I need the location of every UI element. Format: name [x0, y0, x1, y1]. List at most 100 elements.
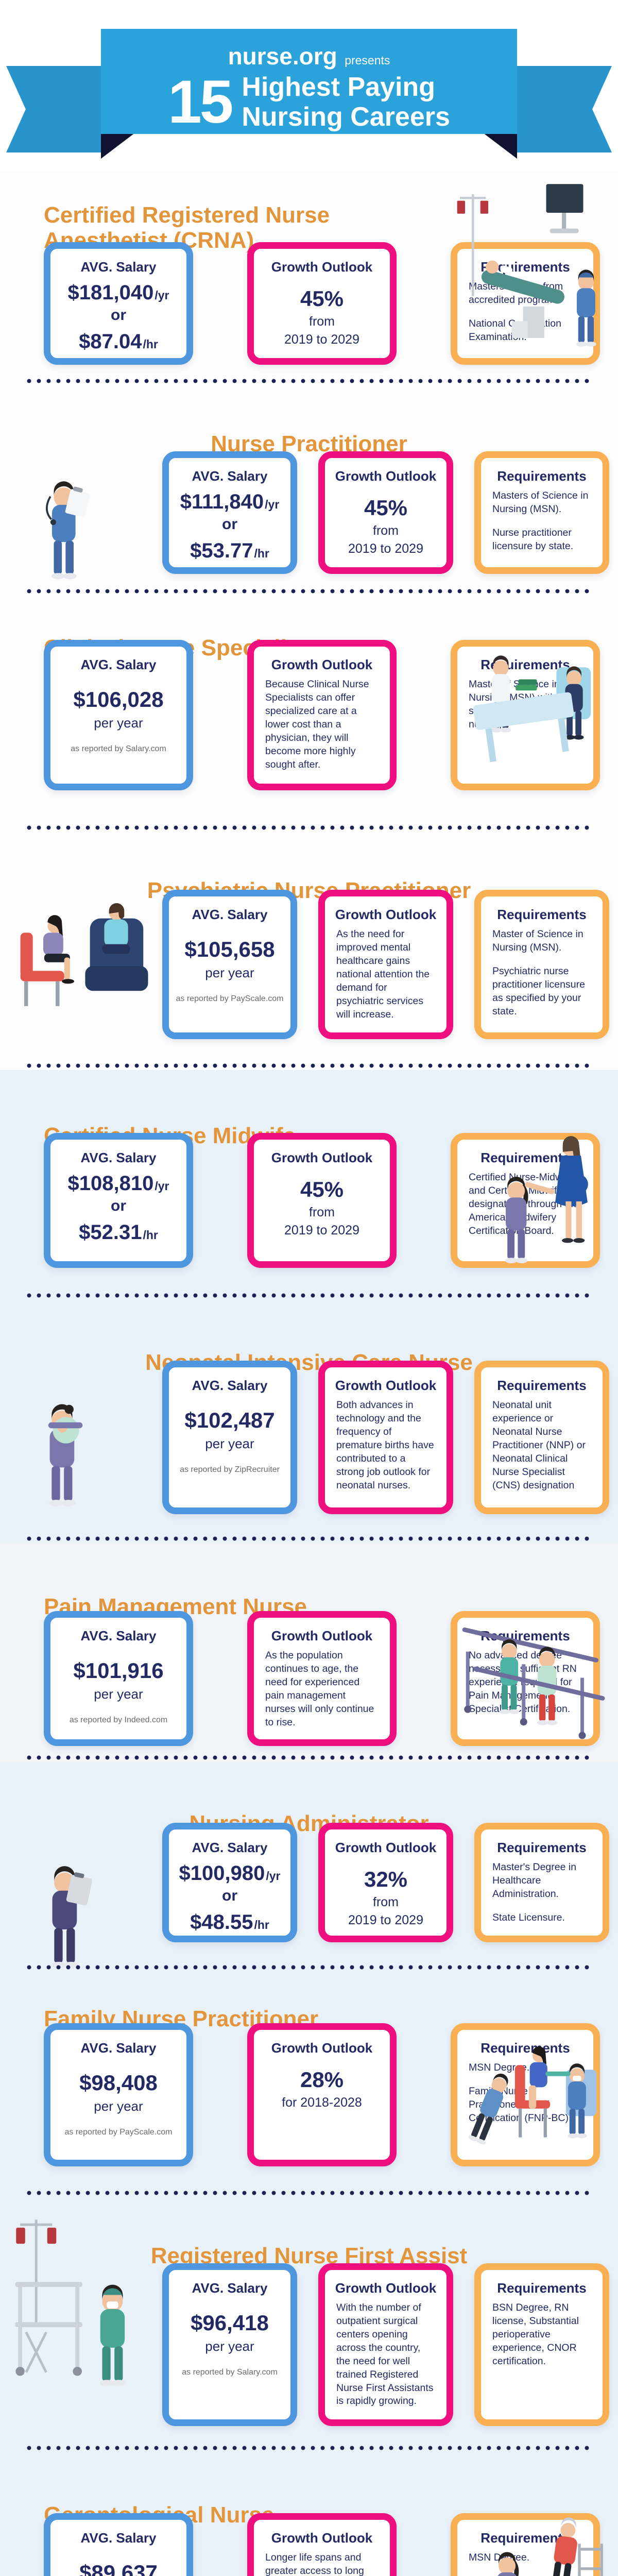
growth-outlook-heading: Growth Outlook	[335, 907, 437, 922]
salary-source-note: as reported by Salary.com	[71, 744, 166, 753]
salary-hourly: $87.04 /hr	[50, 330, 186, 353]
growth-outlook-card: Growth Outlook As the population continu…	[247, 1611, 397, 1746]
banner-title-line1: Highest Paying	[242, 72, 435, 102]
salary-or: or	[222, 1887, 237, 1904]
avg-salary-heading: AVG. Salary	[80, 259, 157, 275]
banner-number: 15	[168, 68, 233, 137]
growth-outlook-heading: Growth Outlook	[271, 2530, 373, 2546]
nurse-with-clipboard-illustration	[4, 393, 133, 586]
dotted-divider	[27, 825, 591, 830]
avg-salary-card: AVG. Salary $105,658 per year as reporte…	[162, 890, 297, 1039]
dotted-divider	[27, 1293, 591, 1298]
career-title: Certified Registered Nurse Anesthetist (…	[44, 202, 330, 253]
requirements-card: Requirements Master's Degree in Healthca…	[474, 1823, 609, 1942]
avg-salary-heading: AVG. Salary	[80, 1628, 157, 1643]
ribbon-fold-right-icon	[483, 133, 517, 159]
requirements-card: Requirements Neonatal unit experience or…	[474, 1361, 609, 1514]
growth-outlook-card: Growth Outlook 28% for 2018-2028	[247, 2023, 397, 2166]
dotted-divider	[27, 2191, 591, 2195]
ribbon-tail-right-icon	[514, 66, 612, 152]
career-cards: AVG. Salary $102,487 per year as reporte…	[162, 1361, 609, 1514]
salary-source-note: as reported by Salary.com	[182, 2368, 278, 2377]
avg-salary-heading: AVG. Salary	[192, 468, 268, 484]
growth-sub: from	[309, 1205, 335, 1219]
growth-text: Longer life spans and greater access to …	[265, 2552, 364, 2576]
salary-amount: $101,916	[73, 1658, 164, 1683]
salary-amount: $105,658	[184, 937, 275, 961]
career-sections: Certified Registered Nurse Anesthetist (…	[0, 170, 618, 2576]
requirements-card: Requirements BSN Degree, RN license, Sub…	[474, 2263, 609, 2426]
avg-salary-heading: AVG. Salary	[192, 1378, 268, 1393]
requirement-text: Psychiatric nurse practitioner licensure…	[492, 965, 585, 1017]
requirements-heading: Requirements	[497, 1378, 587, 1393]
career-section: Certified Nurse Midwife AVG. Salary $108…	[0, 1070, 618, 1300]
salary-source-note: as reported by Indeed.com	[69, 1716, 168, 1724]
avg-salary-card: AVG. Salary $111,840 /yr or $53.77 /hr	[162, 451, 297, 574]
growth-percent: 32%	[364, 1867, 408, 1891]
salary-suffix: /yr	[265, 498, 280, 511]
growth-outlook-card: Growth Outlook 45% from 2019 to 2029	[318, 451, 453, 574]
avg-salary-card: AVG. Salary $108,810 /yr or $52.31 /hr	[44, 1133, 193, 1268]
growth-outlook-heading: Growth Outlook	[335, 468, 437, 484]
dotted-divider	[27, 2446, 591, 2450]
salary-amount: $111,840	[180, 490, 264, 513]
salary-alt-amount: $87.04	[79, 330, 142, 353]
salary-suffix: /yr	[154, 1179, 169, 1193]
salary-amount: $100,980	[179, 1862, 265, 1885]
growth-outlook-heading: Growth Outlook	[271, 1628, 373, 1643]
growth-range: for 2018-2028	[282, 2095, 362, 2110]
salary-alt-suffix: /hr	[254, 547, 269, 560]
requirement-text: Master of Science in Nursing (MSN).	[492, 928, 583, 953]
midwife-with-mother-illustration	[471, 1093, 615, 1286]
avg-salary-card: AVG. Salary $181,040 /yr or $87.04 /hr	[44, 242, 193, 365]
avg-salary-card: AVG. Salary $102,487 per year as reporte…	[162, 1361, 297, 1514]
growth-range: 2019 to 2029	[348, 541, 423, 556]
growth-range: 2019 to 2029	[348, 1913, 423, 1927]
growth-percent: 45%	[300, 1177, 344, 1201]
salary-amount: $89,637	[79, 2561, 158, 2576]
avg-salary-heading: AVG. Salary	[80, 2040, 157, 2056]
avg-salary-heading: AVG. Salary	[80, 657, 157, 672]
growth-outlook-heading: Growth Outlook	[335, 1840, 437, 1855]
salary-suffix: /yr	[266, 1869, 281, 1883]
salary-yearly: $111,840 /yr	[169, 490, 290, 514]
family-checkup-illustration	[450, 1996, 615, 2184]
growth-outlook-card: Growth Outlook 32% from 2019 to 2029	[318, 1823, 453, 1942]
career-section: Pain Management Nurse AVG. Salary $101,9…	[0, 1543, 618, 1762]
growth-outlook-heading: Growth Outlook	[271, 657, 373, 672]
career-cards: AVG. Salary $96,418 per year as reported…	[162, 2263, 609, 2426]
requirements-heading: Requirements	[480, 2040, 570, 2056]
ribbon-band: nurse.org presents 15 Highest Paying Nur…	[101, 29, 517, 134]
career-cards: AVG. Salary $111,840 /yr or $53.77 /hr G…	[162, 451, 609, 574]
requirement-text: State Licensure.	[492, 1911, 565, 1923]
dotted-divider	[27, 379, 591, 383]
surgical-nurse-iv-illustration	[4, 2206, 159, 2409]
avg-salary-card: AVG. Salary $89,637 per year as reported…	[44, 2513, 193, 2576]
salary-hourly: $53.77 /hr	[169, 539, 290, 563]
salary-or: or	[222, 516, 237, 533]
salary-yearly: $181,040 /yr	[50, 281, 186, 304]
salary-amount: $181,040	[67, 281, 154, 304]
growth-percent: 45%	[300, 286, 344, 311]
requirements-heading: Requirements	[497, 907, 587, 922]
salary-period: per year	[94, 1686, 143, 1702]
growth-outlook-card: Growth Outlook Both advances in technolo…	[318, 1361, 453, 1514]
avg-salary-card: AVG. Salary $106,028 per year as reporte…	[44, 640, 193, 790]
growth-outlook-heading: Growth Outlook	[271, 259, 373, 275]
salary-source-note: as reported by ZipRecruiter	[180, 1465, 280, 1474]
career-section: Family Nurse Practitioner AVG. Salary $9…	[0, 1972, 618, 2197]
salary-source-note: as reported by PayScale.com	[64, 2128, 173, 2137]
dotted-divider	[27, 1755, 591, 1760]
salary-yearly: $108,810 /yr	[50, 1172, 186, 1195]
requirements-card: Requirements Masters of Science in Nursi…	[474, 451, 609, 574]
salary-amount: $106,028	[73, 687, 164, 711]
avg-salary-heading: AVG. Salary	[192, 1840, 268, 1855]
dotted-divider	[27, 589, 591, 594]
requirement-text: Neonatal unit experience or Neonatal Nur…	[492, 1399, 586, 1491]
requirement-text: Master's Degree in Healthcare Administra…	[492, 1861, 577, 1900]
salary-or: or	[111, 1197, 126, 1214]
avg-salary-card: AVG. Salary $101,916 per year as reporte…	[44, 1611, 193, 1746]
career-section: Nurse Practitioner AVG. Salary $111,840 …	[0, 385, 618, 596]
salary-yearly: $100,980 /yr	[169, 1862, 290, 1885]
